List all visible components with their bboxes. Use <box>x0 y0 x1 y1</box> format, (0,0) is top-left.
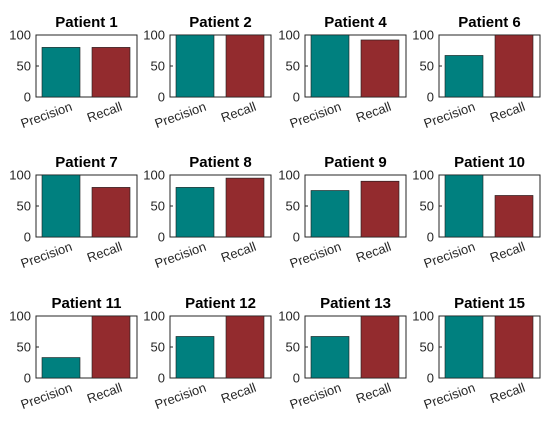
bar-recall <box>360 180 400 238</box>
bar-precision <box>310 34 350 98</box>
xtick-label-recall: Recall <box>354 99 393 125</box>
subplot-title: Patient 1 <box>55 14 118 31</box>
subplot-title: Patient 9 <box>324 154 387 171</box>
bar-recall <box>91 47 131 98</box>
ytick-label: 0 <box>158 90 165 105</box>
bar-recall <box>91 187 131 238</box>
bar-recall <box>91 315 131 379</box>
bar-recall <box>360 39 400 98</box>
bar-precision <box>444 55 484 98</box>
subplot-title: Patient 7 <box>55 154 118 171</box>
bar-recall <box>225 34 265 98</box>
xtick-label-recall: Recall <box>219 380 258 406</box>
xtick-label-recall: Recall <box>488 99 527 125</box>
ytick-label: 0 <box>24 90 31 105</box>
ytick-label: 100 <box>143 168 165 183</box>
ytick-label: 50 <box>286 340 300 355</box>
subplot-title: Patient 11 <box>51 295 121 312</box>
xtick-label-recall: Recall <box>85 239 124 265</box>
subplot-title: Patient 2 <box>189 14 252 31</box>
ytick-label: 50 <box>17 59 31 74</box>
ytick-label: 100 <box>278 28 300 43</box>
ytick-label: 0 <box>158 230 165 245</box>
bar-precision <box>41 174 81 238</box>
bar-precision <box>175 336 215 379</box>
ytick-label: 50 <box>17 199 31 214</box>
ytick-label: 0 <box>427 230 434 245</box>
ytick-label: 100 <box>278 168 300 183</box>
xtick-label-recall: Recall <box>488 380 527 406</box>
xtick-label-recall: Recall <box>488 239 527 265</box>
bar-precision <box>41 47 81 98</box>
ytick-label: 0 <box>24 230 31 245</box>
bar-precision <box>41 357 81 379</box>
bar-recall <box>225 177 265 238</box>
bar-precision <box>175 187 215 238</box>
bar-recall <box>360 315 400 379</box>
subplot-title: Patient 10 <box>454 154 525 171</box>
bar-precision <box>444 315 484 379</box>
ytick-label: 50 <box>420 59 434 74</box>
bar-recall <box>225 315 265 379</box>
ytick-label: 0 <box>158 371 165 386</box>
subplot-title: Patient 6 <box>458 14 521 31</box>
ytick-label: 0 <box>293 230 300 245</box>
subplot-title: Patient 15 <box>454 295 525 312</box>
ytick-label: 100 <box>412 168 434 183</box>
xtick-label-recall: Recall <box>85 380 124 406</box>
xtick-label-recall: Recall <box>354 380 393 406</box>
ytick-label: 50 <box>151 199 165 214</box>
ytick-label: 50 <box>286 59 300 74</box>
bar-precision <box>444 174 484 238</box>
xtick-label-recall: Recall <box>85 99 124 125</box>
bar-precision <box>310 336 350 379</box>
ytick-label: 0 <box>427 90 434 105</box>
ytick-label: 100 <box>412 309 434 324</box>
ytick-label: 100 <box>9 168 31 183</box>
bar-recall <box>494 34 534 98</box>
ytick-label: 50 <box>151 59 165 74</box>
ytick-label: 0 <box>24 371 31 386</box>
ytick-label: 100 <box>9 309 31 324</box>
subplot-title: Patient 12 <box>185 295 256 312</box>
bar-precision <box>175 34 215 98</box>
ytick-label: 50 <box>286 199 300 214</box>
ytick-label: 100 <box>278 309 300 324</box>
ytick-label: 0 <box>427 371 434 386</box>
ytick-label: 0 <box>293 371 300 386</box>
ytick-label: 100 <box>143 28 165 43</box>
subplot-title: Patient 4 <box>324 14 387 31</box>
bar-recall <box>494 315 534 379</box>
ytick-label: 0 <box>293 90 300 105</box>
ytick-label: 50 <box>151 340 165 355</box>
ytick-label: 100 <box>143 309 165 324</box>
bar-precision <box>310 190 350 238</box>
xtick-label-recall: Recall <box>219 239 258 265</box>
ytick-label: 50 <box>420 340 434 355</box>
ytick-label: 100 <box>412 28 434 43</box>
xtick-label-recall: Recall <box>354 239 393 265</box>
bar-recall <box>494 195 534 238</box>
xtick-label-recall: Recall <box>219 99 258 125</box>
ytick-label: 50 <box>420 199 434 214</box>
subplot-title: Patient 8 <box>189 154 252 171</box>
ytick-label: 100 <box>9 28 31 43</box>
subplot-title: Patient 13 <box>320 295 391 312</box>
ytick-label: 50 <box>17 340 31 355</box>
